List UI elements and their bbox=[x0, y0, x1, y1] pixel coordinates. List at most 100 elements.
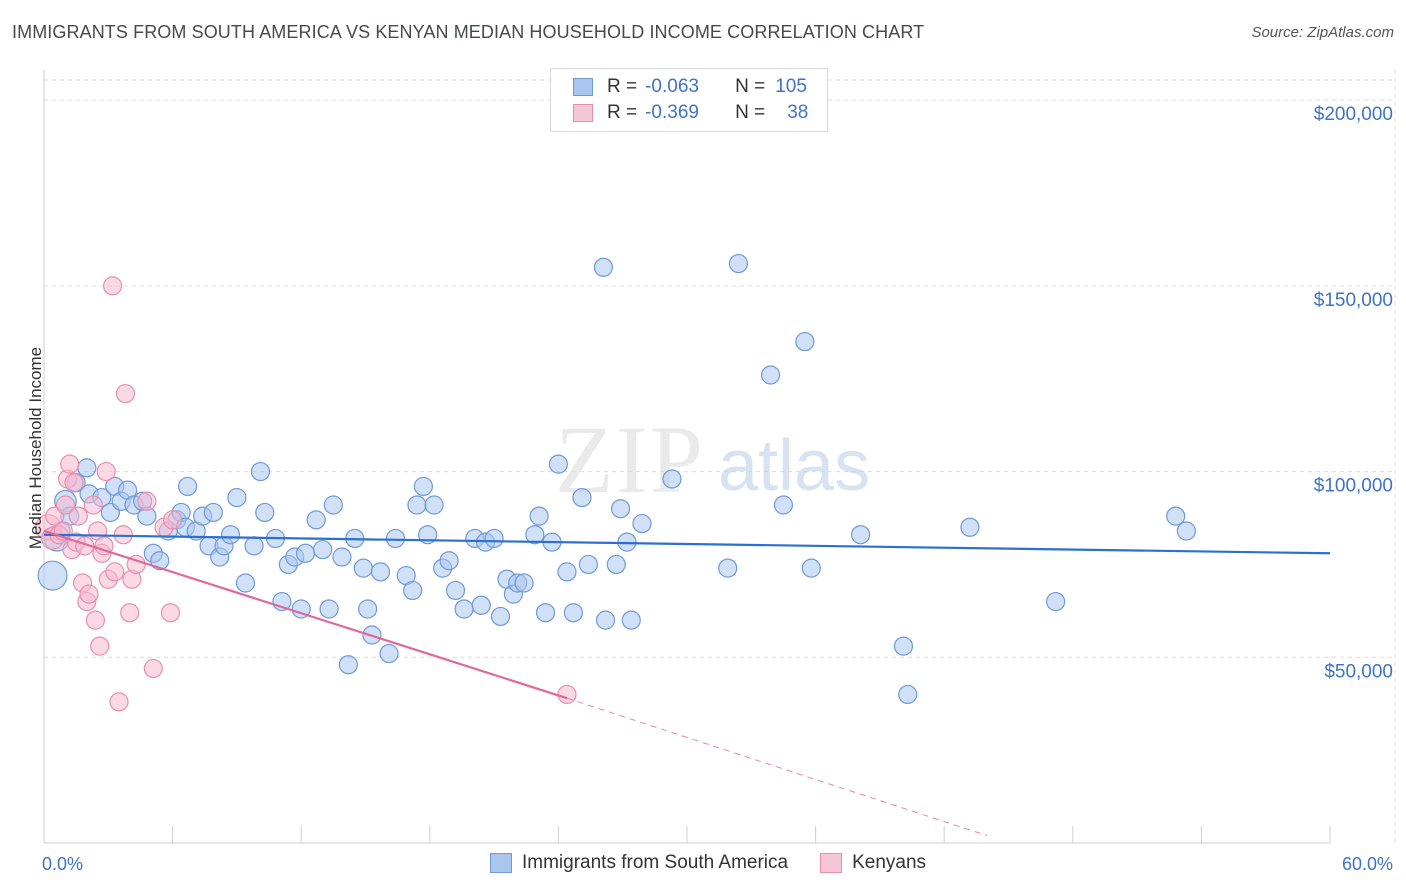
south-america-point-90 bbox=[718, 558, 738, 578]
south-america-point-34 bbox=[255, 502, 275, 523]
kenyans-point-24 bbox=[102, 276, 123, 296]
south-america-point-61 bbox=[439, 551, 459, 571]
series-legend-label-south-america: Immigrants from South America bbox=[522, 852, 789, 873]
kenyans-point-26 bbox=[109, 692, 129, 712]
series-legend-swatch-blue bbox=[490, 853, 512, 873]
south-america-point-30 bbox=[227, 487, 247, 508]
legend-r-value: -0.369 bbox=[645, 102, 699, 123]
watermark: ZIP atlas bbox=[555, 406, 870, 513]
y-tick-label-0: $50,000 bbox=[1324, 661, 1393, 682]
south-america-point-46 bbox=[338, 655, 358, 675]
legend-swatch-pink bbox=[573, 104, 593, 122]
south-america-point-79 bbox=[563, 603, 584, 623]
series-legend-label-kenyans: Kenyans bbox=[852, 852, 927, 873]
south-america-point-98 bbox=[898, 684, 918, 705]
south-america-point-74 bbox=[529, 506, 549, 526]
south-america-point-0 bbox=[37, 560, 68, 591]
south-america-point-57 bbox=[413, 476, 433, 497]
y-tick-label-3: $200,000 bbox=[1314, 104, 1393, 125]
legend-n-value: 105 bbox=[775, 76, 807, 97]
kenyans-point-29 bbox=[120, 603, 140, 623]
kenyans-point-28 bbox=[115, 383, 136, 404]
south-america-point-99 bbox=[960, 517, 980, 537]
kenyans-point-5 bbox=[55, 495, 76, 515]
correlation-legend: R = -0.063 N = 105 R = -0.369 N = 38 bbox=[550, 68, 828, 132]
legend-r-label: R = bbox=[607, 76, 638, 97]
south-america-point-93 bbox=[773, 495, 794, 515]
south-america-point-29 bbox=[220, 525, 241, 545]
watermark-atlas: atlas bbox=[718, 426, 870, 506]
legend-n-label: N = bbox=[735, 76, 766, 97]
y-axis-label: Median Household Income bbox=[26, 346, 45, 550]
south-america-point-17 bbox=[150, 551, 170, 571]
kenyans-point-22 bbox=[96, 461, 116, 482]
south-america-point-72 bbox=[514, 573, 534, 593]
x-tick-label-max: 60.0% bbox=[1342, 854, 1393, 874]
south-america-point-55 bbox=[403, 580, 423, 601]
south-america-point-73 bbox=[525, 525, 545, 545]
legend-n-label: N = bbox=[735, 102, 766, 123]
tick-labels: $50,000 $100,000 $150,000 $200,000 0.0% 60.0% bbox=[42, 104, 1393, 874]
south-america-point-101 bbox=[1166, 506, 1186, 526]
south-america-point-84 bbox=[606, 554, 626, 575]
kenyans-point-33 bbox=[143, 658, 163, 679]
south-america-point-49 bbox=[358, 599, 378, 619]
south-america-point-97 bbox=[893, 636, 914, 656]
kenyans-point-17 bbox=[85, 610, 106, 630]
chart-title: IMMIGRANTS FROM SOUTH AMERICA VS KENYAN … bbox=[12, 22, 925, 42]
kenyans-point-15 bbox=[79, 584, 99, 604]
trend-kenyans bbox=[43, 529, 568, 700]
south-america-point-94 bbox=[795, 331, 815, 352]
kenyans-point-25 bbox=[105, 562, 125, 582]
south-america-point-26 bbox=[203, 502, 223, 523]
source-label: Source: ZipAtlas.com bbox=[1251, 24, 1394, 41]
south-america-point-89 bbox=[662, 469, 682, 489]
series-legend-swatch-pink bbox=[820, 853, 843, 873]
south-america-point-91 bbox=[728, 253, 749, 274]
trend-lines bbox=[43, 529, 1331, 837]
south-america-point-83 bbox=[595, 610, 616, 630]
kenyans-point-11 bbox=[68, 506, 88, 526]
south-america-point-95 bbox=[801, 558, 821, 578]
south-america-point-88 bbox=[632, 513, 652, 534]
kenyans-point-7 bbox=[60, 454, 80, 474]
legend-r-label: R = bbox=[607, 102, 638, 123]
south-america-point-51 bbox=[370, 562, 391, 582]
south-america-point-42 bbox=[313, 539, 333, 560]
kenyans-point-37 bbox=[557, 684, 577, 705]
south-america-point-53 bbox=[385, 528, 406, 549]
legend-n-value: 38 bbox=[787, 102, 809, 123]
south-america-point-67 bbox=[484, 528, 504, 549]
south-america-point-65 bbox=[471, 595, 491, 615]
south-america-point-100 bbox=[1046, 591, 1066, 612]
south-america-point-80 bbox=[572, 487, 592, 508]
south-america-point-68 bbox=[490, 606, 511, 627]
south-america-point-56 bbox=[407, 495, 427, 515]
south-america-point-82 bbox=[593, 257, 614, 277]
south-america-point-77 bbox=[548, 454, 569, 474]
legend-row-kenyans: R = -0.369 N = 38 bbox=[573, 101, 808, 125]
south-america-point-48 bbox=[353, 558, 373, 578]
south-america-point-6 bbox=[77, 458, 97, 478]
south-america-point-102 bbox=[1176, 521, 1196, 541]
south-america-point-62 bbox=[445, 580, 466, 601]
south-america-point-32 bbox=[244, 536, 264, 556]
kenyans-point-16 bbox=[83, 495, 103, 515]
south-america-point-78 bbox=[557, 562, 577, 582]
south-america-point-92 bbox=[760, 365, 781, 385]
trend-south-america bbox=[43, 533, 1331, 555]
series-kenyans-points bbox=[35, 276, 577, 712]
y-tick-label-1: $100,000 bbox=[1314, 476, 1393, 497]
legend-row-south-america: R = -0.063 N = 105 bbox=[573, 75, 807, 99]
kenyans-point-19 bbox=[90, 636, 110, 656]
south-america-point-85 bbox=[610, 499, 631, 519]
axes bbox=[43, 70, 1331, 844]
south-america-point-33 bbox=[250, 461, 271, 482]
south-america-point-81 bbox=[578, 554, 599, 575]
south-america-point-45 bbox=[332, 547, 352, 567]
kenyans-point-9 bbox=[64, 473, 84, 493]
series-legend: Immigrants from South America Kenyans bbox=[490, 852, 926, 874]
south-america-point-43 bbox=[319, 599, 339, 619]
kenyans-point-32 bbox=[137, 491, 157, 511]
